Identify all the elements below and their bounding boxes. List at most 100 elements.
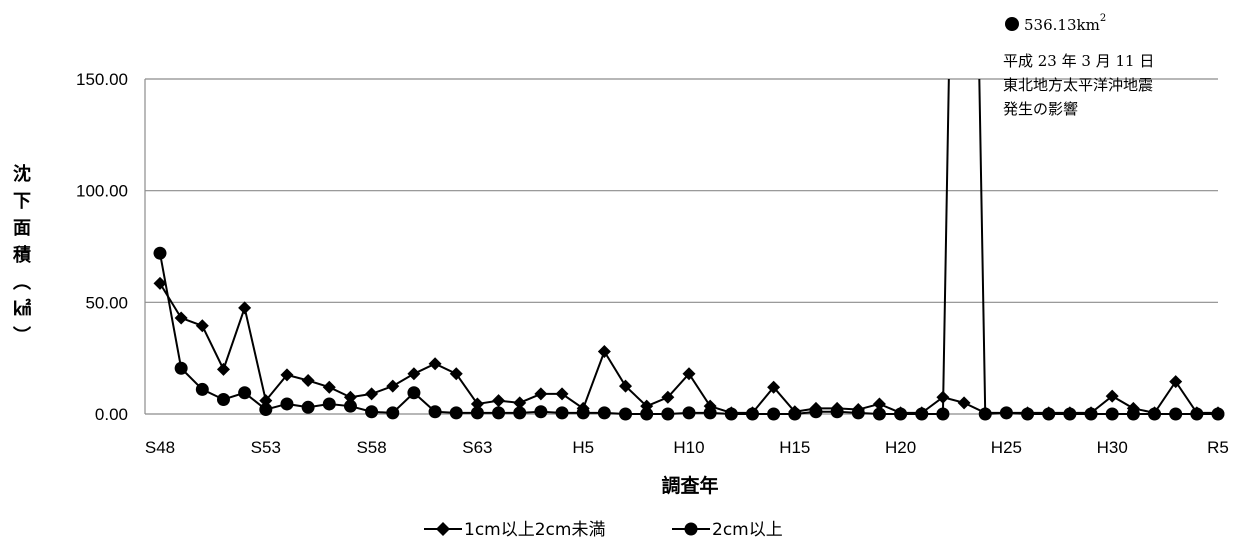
data-point — [195, 319, 209, 333]
data-point — [534, 387, 548, 401]
data-point — [703, 399, 717, 413]
data-point — [280, 397, 294, 411]
x-tick-label: S48 — [145, 438, 175, 457]
data-point — [978, 406, 992, 420]
x-tick-label: H25 — [991, 438, 1022, 457]
x-tick-labels: S48 S53 S58 S63 H5 H10 H15 H20 H25 H30 R5 — [145, 438, 1229, 457]
data-point — [851, 403, 865, 417]
x-axis-label: 調査年 — [661, 474, 718, 497]
data-point — [894, 406, 908, 420]
data-point — [216, 392, 230, 406]
data-point — [1042, 406, 1056, 420]
data-point — [365, 405, 379, 419]
data-point — [470, 406, 484, 420]
data-point — [999, 406, 1013, 420]
data-point — [322, 380, 336, 394]
data-point — [492, 406, 506, 420]
data-point — [301, 400, 315, 414]
data-point — [703, 406, 717, 420]
legend: 1cm以上2cm未満 2cm以上 — [424, 520, 783, 540]
data-point — [1148, 406, 1162, 420]
data-point — [407, 386, 421, 400]
x-tick-label: H10 — [673, 438, 704, 457]
data-point — [534, 405, 548, 419]
data-point — [576, 401, 590, 415]
data-point — [872, 397, 886, 411]
x-tick-label: H15 — [779, 438, 810, 457]
data-point — [682, 406, 696, 420]
data-point — [407, 367, 421, 381]
data-point — [365, 387, 379, 401]
x-tick-label: H5 — [572, 438, 594, 457]
data-point — [788, 405, 802, 419]
y-axis-label-char: 下 — [13, 191, 31, 212]
data-point — [470, 397, 484, 411]
data-point — [1190, 406, 1204, 420]
y-tick-labels: 0.00 50.00 100.00 150.00 — [76, 70, 128, 424]
data-point — [1211, 406, 1225, 420]
x-tick-label: H20 — [885, 438, 916, 457]
data-point — [259, 403, 273, 417]
data-point — [745, 406, 759, 420]
y-tick-label: 150.00 — [76, 70, 128, 89]
legend-circle-marker — [684, 522, 698, 536]
data-point — [195, 382, 209, 396]
data-point — [428, 357, 442, 371]
data-point — [174, 361, 188, 375]
data-point — [1105, 407, 1119, 421]
data-point — [174, 311, 188, 325]
x-tick-label: R5 — [1207, 438, 1229, 457]
y-tick-label: 0.00 — [95, 405, 128, 424]
data-point — [1021, 406, 1035, 420]
data-point — [259, 394, 273, 408]
data-point — [936, 390, 950, 404]
x-tick-label: S58 — [356, 438, 386, 457]
data-point — [619, 379, 633, 393]
data-point — [809, 401, 823, 415]
annotation: 536.13km2 平成 23 年 3 月 11 日東北地方太平洋沖地震発生の影… — [1003, 13, 1154, 118]
plot-series — [153, 79, 1225, 421]
data-point — [343, 390, 357, 404]
plot-area — [153, 79, 1225, 421]
data-point — [216, 362, 230, 376]
data-point — [513, 396, 527, 410]
data-point — [1126, 401, 1140, 415]
data-point — [724, 406, 738, 420]
data-point — [449, 406, 463, 420]
data-point — [238, 301, 252, 315]
y-axis-label-char: 積 — [12, 244, 32, 266]
data-point — [767, 380, 781, 394]
data-point — [1169, 407, 1183, 421]
x-tick-label: H30 — [1097, 438, 1128, 457]
data-point — [153, 276, 167, 290]
data-point — [1105, 389, 1119, 403]
y-tick-label: 100.00 — [76, 182, 128, 201]
gridlines — [144, 78, 1218, 415]
data-point — [682, 367, 696, 381]
legend-label-series-1: 1cm以上2cm未満 — [464, 520, 605, 540]
data-point — [1169, 375, 1183, 389]
data-point — [386, 406, 400, 420]
annotation-line: 発生の影響 — [1003, 100, 1078, 118]
data-point — [597, 406, 611, 420]
data-point — [280, 368, 294, 382]
data-point — [555, 387, 569, 401]
y-axis-label-char: 沈 — [13, 163, 31, 185]
y-axis-label-char: 面 — [13, 218, 31, 239]
data-point — [1063, 406, 1077, 420]
data-point — [830, 401, 844, 415]
x-tick-label: S63 — [462, 438, 492, 457]
data-point — [661, 390, 675, 404]
data-point — [597, 344, 611, 358]
data-point — [872, 407, 886, 421]
data-point — [386, 379, 400, 393]
data-point — [492, 394, 506, 408]
legend-label-series-2: 2cm以上 — [712, 520, 783, 540]
annotation-line: 平成 23 年 3 月 11 日 — [1003, 52, 1154, 70]
data-point — [1084, 406, 1098, 420]
series-1 — [153, 276, 1225, 420]
data-point — [640, 399, 654, 413]
